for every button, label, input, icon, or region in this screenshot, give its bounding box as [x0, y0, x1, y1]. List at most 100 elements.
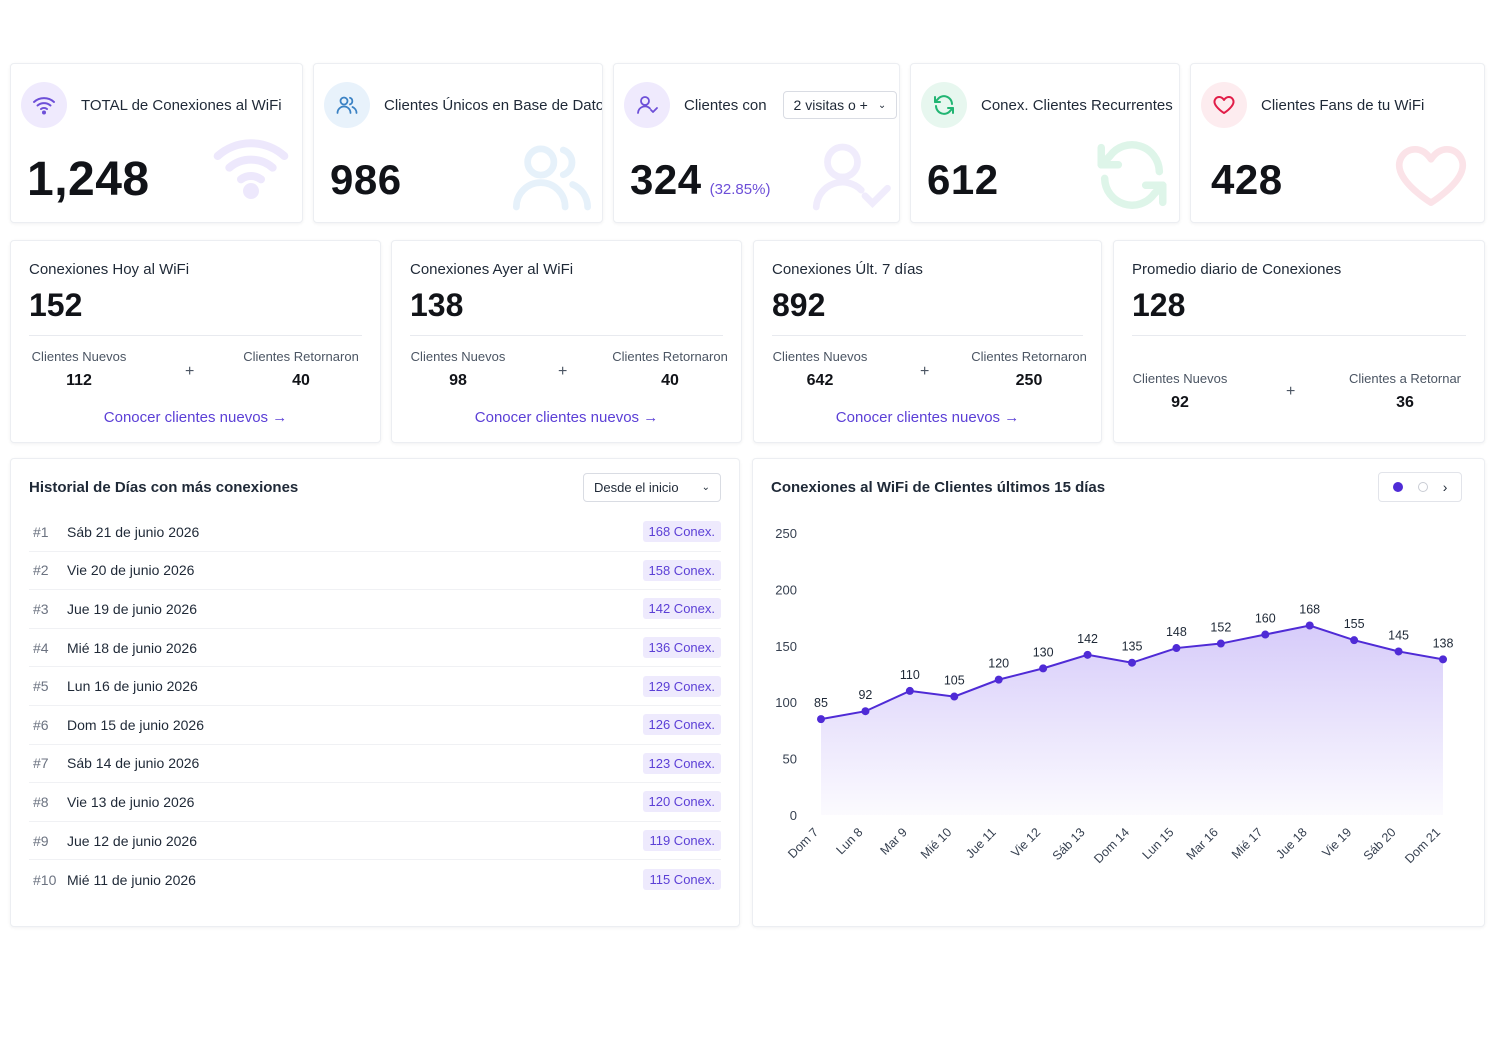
plus-sign: +	[920, 363, 930, 380]
history-row: #9 Jue 12 de junio 2026 119 Conex.	[29, 822, 721, 861]
plus-sign: +	[558, 363, 568, 380]
card-title: Promedio diario de Conexiones	[1132, 261, 1342, 278]
history-count-badge: 129 Conex.	[642, 675, 721, 697]
history-rank: #7	[33, 755, 49, 772]
returning-clients-value: 40	[661, 372, 679, 389]
history-date: Sáb 14 de junio 2026	[67, 755, 200, 772]
page-dot-active[interactable]	[1392, 482, 1403, 492]
new-clients-label: Clientes Nuevos	[410, 349, 506, 364]
know-new-clients-link[interactable]: Conocer clientes nuevos →	[103, 409, 288, 426]
card-title: Conexiones Ayer al WiFi	[410, 261, 574, 278]
data-label: 155	[1344, 617, 1365, 631]
history-count-badge: 126 Conex.	[642, 714, 721, 736]
new-clients-label: Clientes Nuevos	[772, 349, 868, 364]
card-value: 128	[1132, 287, 1186, 323]
user-check-icon	[624, 82, 670, 128]
data-label: 120	[988, 657, 1009, 671]
history-row: #6 Dom 15 de junio 2026 126 Conex.	[29, 706, 721, 745]
card-value: 138	[410, 287, 464, 323]
data-label: 110	[900, 668, 920, 682]
returning-clients-label: Clientes Retornaron	[612, 349, 728, 364]
new-clients-stat: Clientes Nuevos 98	[410, 349, 506, 390]
returning-clients-label: Clientes Retornaron	[971, 349, 1087, 364]
history-rank: #2	[33, 562, 49, 579]
x-tick-label: Dom 7	[785, 825, 821, 861]
history-row: #7 Sáb 14 de junio 2026 123 Conex.	[29, 745, 721, 784]
history-rank: #4	[33, 639, 49, 656]
stat-title: Clientes Fans de tu WiFi	[1261, 96, 1425, 114]
connections-last-7-days-card: Conexiones Últ. 7 días 892 Clientes Nuev…	[753, 240, 1102, 443]
data-point	[1350, 636, 1359, 645]
data-label: 168	[1299, 602, 1320, 616]
x-tick-label: Mié 10	[918, 825, 954, 861]
y-tick-label: 0	[790, 808, 797, 823]
data-label: 135	[1122, 640, 1143, 654]
history-rank: #6	[33, 716, 49, 733]
area-fill	[821, 625, 1443, 815]
new-clients-value: 98	[449, 372, 467, 389]
returning-clients-value: 40	[292, 372, 310, 389]
returning-clients-value: 250	[1015, 372, 1043, 389]
divider	[29, 335, 362, 336]
data-point	[1439, 655, 1447, 664]
history-rank: #3	[33, 600, 49, 617]
new-clients-value: 112	[66, 372, 92, 389]
stat-card-repeat-clients: Clientes con 2 visitas o + ⌄ 324 (32.85%)	[613, 63, 900, 223]
history-count-badge: 136 Conex.	[642, 637, 721, 659]
y-tick-label: 250	[775, 526, 797, 541]
x-tick-label: Dom 21	[1402, 825, 1443, 866]
card-value: 152	[29, 287, 83, 323]
x-tick-label: Vie 12	[1008, 825, 1043, 860]
history-row: #3 Jue 19 de junio 2026 142 Conex.	[29, 590, 721, 629]
returning-clients-value: 36	[1396, 394, 1414, 411]
history-range-value: Desde el inicio	[594, 480, 679, 495]
history-date: Vie 20 de junio 2026	[67, 562, 195, 579]
returning-clients-stat: Clientes a Retornar 36	[1342, 371, 1468, 412]
new-clients-stat: Clientes Nuevos 642	[772, 349, 868, 390]
data-point	[817, 715, 825, 724]
x-tick-label: Mié 17	[1229, 825, 1265, 861]
card-value: 892	[772, 287, 826, 323]
x-tick-label: Mar 9	[877, 825, 910, 858]
returning-clients-stat: Clientes Retornaron 250	[967, 349, 1091, 390]
history-count-badge: 123 Conex.	[642, 752, 721, 774]
heart-watermark-icon	[1396, 146, 1466, 207]
know-new-clients-link[interactable]: Conocer clientes nuevos →	[474, 409, 659, 426]
data-point	[1083, 650, 1092, 659]
top-days-history-card: Historial de Días con más conexiones Des…	[10, 458, 740, 927]
history-date: Dom 15 de junio 2026	[67, 716, 204, 733]
history-rank: #5	[33, 678, 49, 695]
x-tick-label: Lun 8	[834, 825, 866, 857]
returning-clients-stat: Clientes Retornaron 40	[239, 349, 363, 390]
x-tick-label: Jue 11	[963, 825, 999, 861]
history-list: #1 Sáb 21 de junio 2026 168 Conex. #2 Vie 20…	[29, 513, 721, 899]
new-clients-stat: Clientes Nuevos 112	[31, 349, 127, 390]
connections-yesterday-card: Conexiones Ayer al WiFi 138 Clientes Nue…	[391, 240, 742, 443]
stat-card-total-connections: TOTAL de Conexiones al WiFi 1,248	[10, 63, 303, 223]
stat-value-number: 324	[630, 156, 702, 203]
x-tick-label: Lun 15	[1140, 825, 1177, 862]
divider	[1132, 335, 1466, 336]
data-point	[1039, 664, 1048, 673]
page-dot[interactable]	[1417, 482, 1428, 492]
heart-icon	[1201, 82, 1247, 128]
stat-card-unique-clients: Clientes Únicos en Base de Datos 986	[313, 63, 603, 223]
chart-pager[interactable]: ›	[1378, 472, 1462, 502]
data-label: 85	[814, 696, 828, 710]
know-new-clients-link[interactable]: Conocer clientes nuevos →	[835, 409, 1020, 426]
data-label: 138	[1433, 636, 1454, 650]
data-label: 148	[1166, 625, 1187, 639]
history-row: #4 Mié 18 de junio 2026 136 Conex.	[29, 629, 721, 668]
visits-filter-select[interactable]: 2 visitas o + ⌄	[782, 91, 898, 119]
plus-sign: +	[185, 363, 195, 380]
data-label: 145	[1388, 628, 1409, 642]
history-range-select[interactable]: Desde el inicio ⌄	[583, 473, 721, 502]
history-date: Mié 18 de junio 2026	[67, 639, 197, 656]
history-rank: #10	[33, 871, 57, 888]
stat-value: 428	[1211, 156, 1283, 203]
x-tick-label: Dom 14	[1091, 825, 1132, 866]
daily-average-card: Promedio diario de Conexiones 128 Client…	[1113, 240, 1485, 443]
stat-title: Conex. Clientes Recurrentes	[981, 96, 1173, 114]
y-tick-label: 200	[775, 582, 797, 597]
chevron-right-icon[interactable]: ›	[1442, 479, 1448, 495]
